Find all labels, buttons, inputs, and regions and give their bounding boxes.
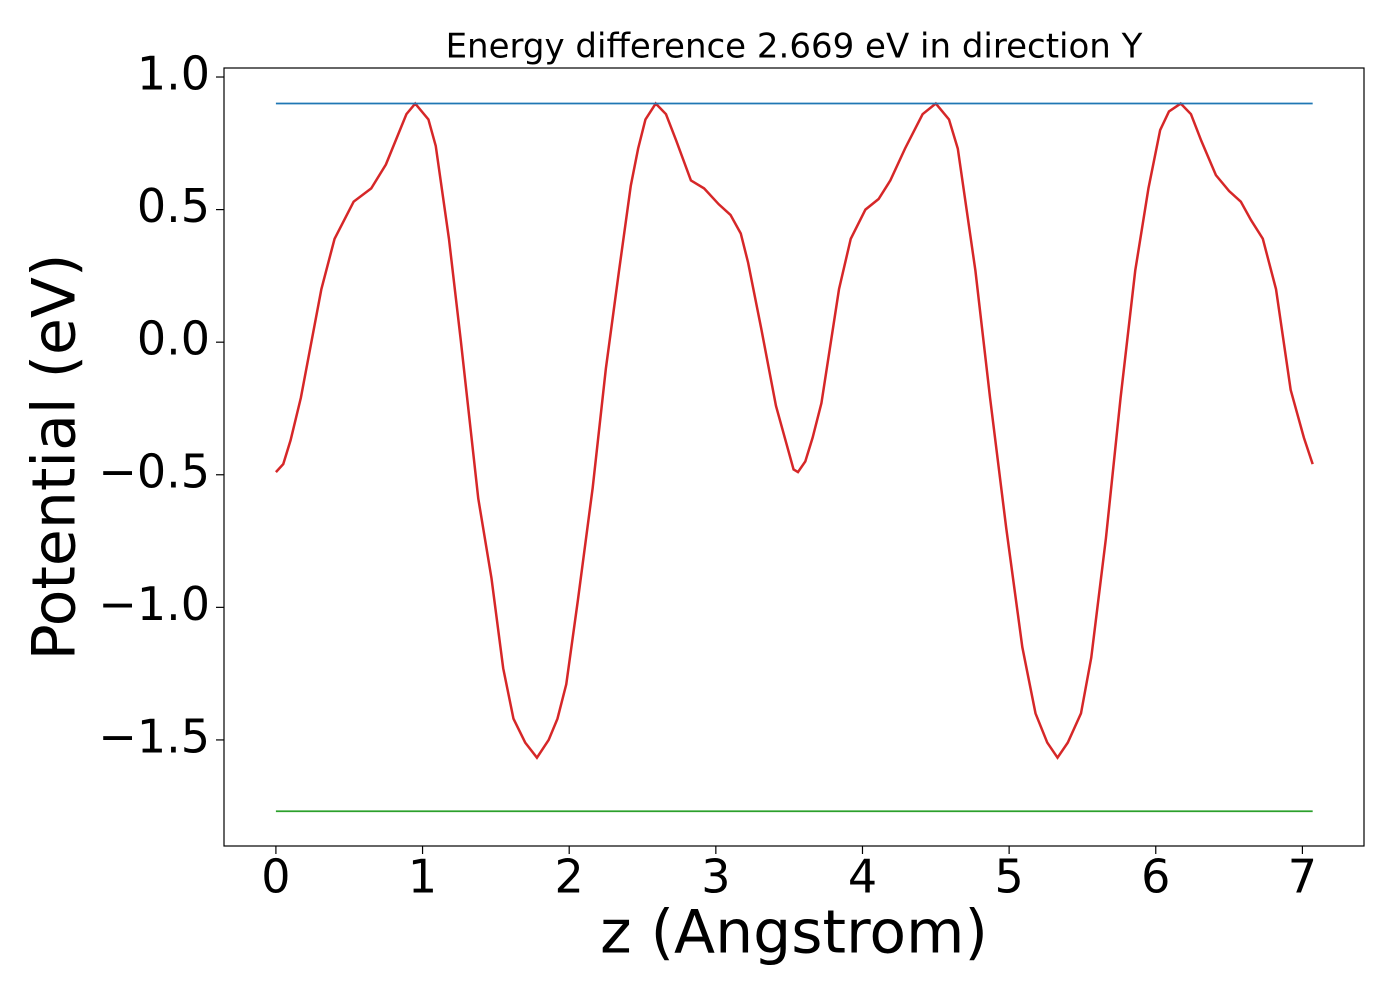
x-tick-label: 5 (994, 850, 1023, 904)
y-axis-label: Potential (eV) (20, 254, 90, 661)
x-tick-label: 0 (261, 850, 290, 904)
plot-frame (223, 67, 1365, 847)
y-tick-label: 0.0 (137, 312, 210, 366)
line-series (274, 101, 1314, 760)
chart-title: Energy difference 2.669 eV in direction … (446, 27, 1143, 67)
x-tick-label: 2 (555, 850, 584, 904)
x-axis-label: z (Angstrom) (600, 898, 988, 968)
y-tick-label: 1.0 (137, 47, 210, 101)
x-tick-label: 7 (1288, 850, 1317, 904)
x-tick-label: 1 (408, 850, 437, 904)
x-tick-label: 4 (848, 850, 877, 904)
y-tick-label: −0.5 (98, 444, 210, 498)
x-tick-label: 3 (701, 850, 730, 904)
y-tick-label: −1.5 (98, 709, 210, 763)
y-tick-label: 0.5 (137, 179, 210, 233)
x-tick-label: 6 (1141, 850, 1170, 904)
y-tick-label: −1.0 (98, 577, 210, 631)
